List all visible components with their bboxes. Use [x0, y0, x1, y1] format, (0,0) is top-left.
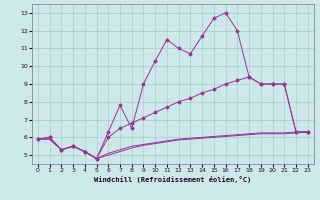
- X-axis label: Windchill (Refroidissement éolien,°C): Windchill (Refroidissement éolien,°C): [94, 176, 252, 183]
